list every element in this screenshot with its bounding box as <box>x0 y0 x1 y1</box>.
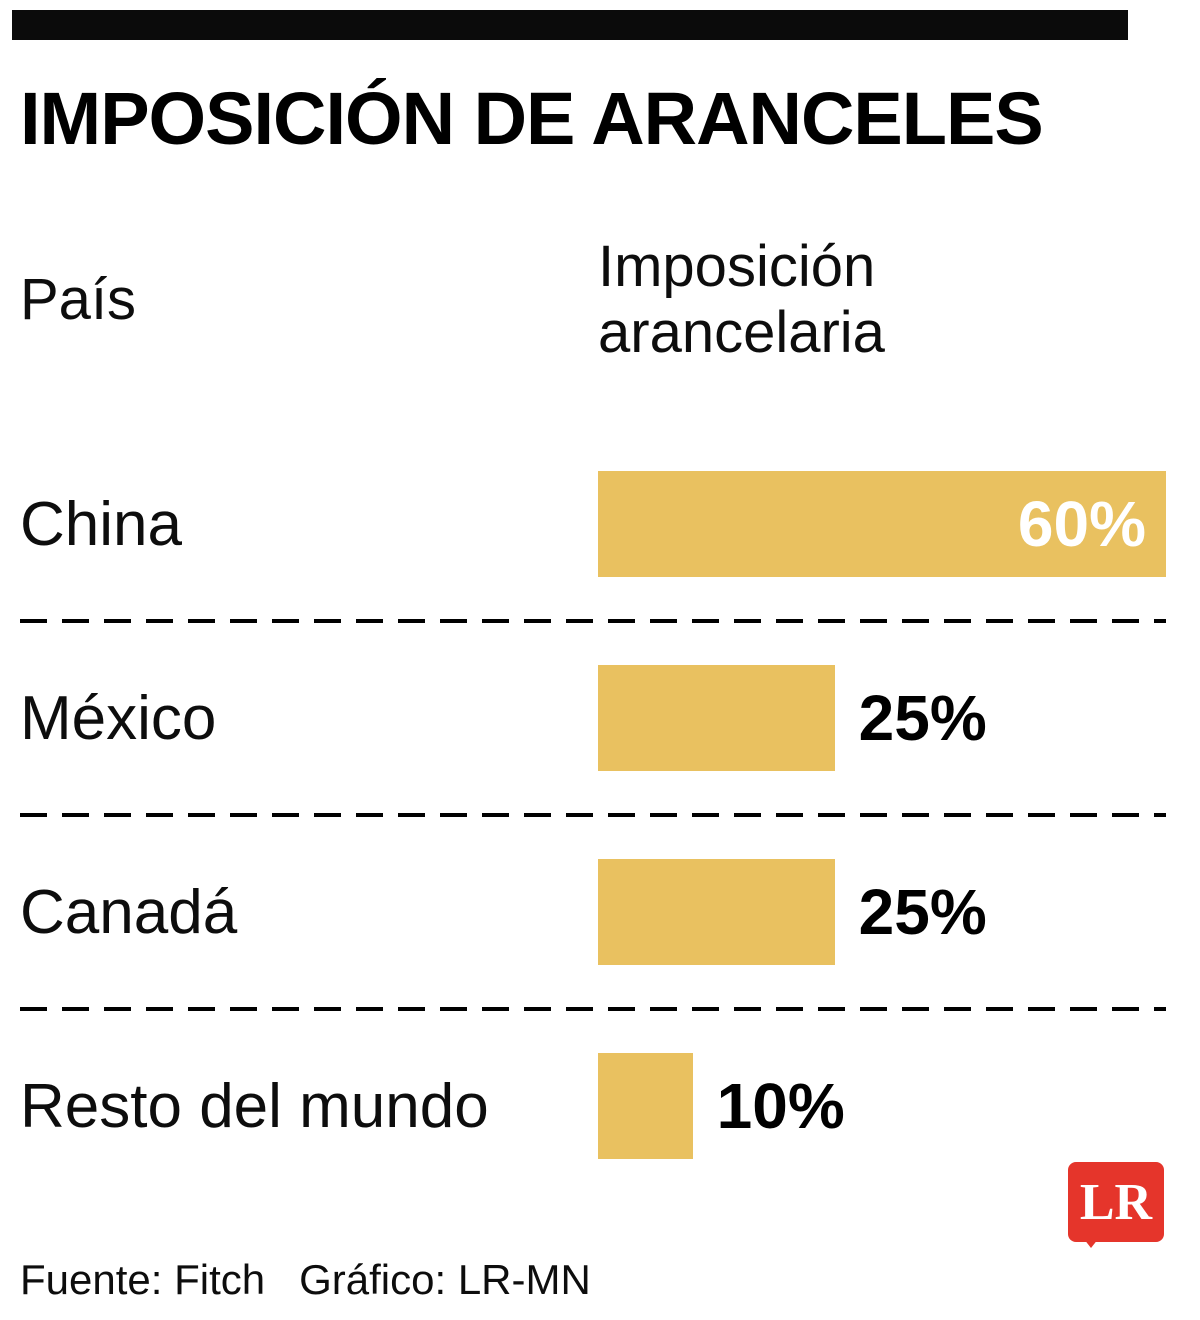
dashed-divider <box>20 813 1166 818</box>
chart-row-canada: Canadá 25% <box>20 859 1166 966</box>
country-label-resto: Resto del mundo <box>20 1071 489 1141</box>
top-rule <box>12 10 1128 40</box>
chart-row-mexico: México 25% <box>20 665 1166 772</box>
bar-value-resto: 10% <box>716 1070 845 1143</box>
col-header-country: País <box>20 267 137 333</box>
bar-resto <box>598 1053 693 1160</box>
source-credit: Fuente: Fitch <box>20 1256 266 1303</box>
country-label-mexico: México <box>20 683 217 753</box>
bar-value-china: 60% <box>1017 488 1146 561</box>
bar-area-china: 60% <box>598 471 1166 578</box>
bar-mexico <box>598 665 835 772</box>
chart-row-resto: Resto del mundo 10% <box>20 1053 1166 1160</box>
bar-area-resto: 10% <box>598 1053 1166 1160</box>
bar-canada <box>598 859 835 966</box>
chart-row-china: China 60% <box>20 471 1166 578</box>
country-label-canada: Canadá <box>20 877 238 947</box>
country-label-china: China <box>20 489 182 559</box>
graphic-credit: Gráfico: LR-MN <box>299 1256 591 1303</box>
bar-area-canada: 25% <box>598 859 1166 966</box>
bar-value-canada: 25% <box>858 876 987 949</box>
col-header-value: Imposición arancelaria <box>598 233 885 366</box>
page-title: IMPOSICIÓN DE ARANCELES <box>20 77 1044 160</box>
bar-china: 60% <box>598 471 1166 578</box>
bar-area-mexico: 25% <box>598 665 1166 772</box>
column-headers: País Imposición arancelaria <box>20 234 1166 367</box>
footer: Fuente: Fitch Gráfico: LR-MN <box>20 1256 591 1304</box>
bar-value-mexico: 25% <box>858 682 987 755</box>
chart-rows: China 60% México 25% Canadá 25% <box>20 471 1166 1160</box>
dashed-divider <box>20 1007 1166 1012</box>
lr-logo: LR <box>1068 1162 1164 1248</box>
dashed-divider <box>20 619 1166 624</box>
